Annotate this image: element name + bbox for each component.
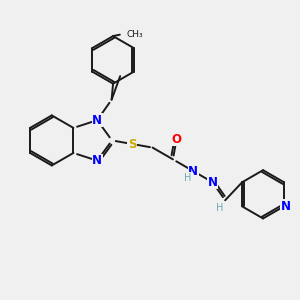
Text: CH₃: CH₃ <box>126 30 143 39</box>
Text: H: H <box>184 172 192 183</box>
Text: N: N <box>92 114 102 127</box>
Text: N: N <box>280 200 290 213</box>
Text: N: N <box>92 154 102 167</box>
Text: H: H <box>216 202 223 213</box>
Text: S: S <box>128 137 136 151</box>
Text: N: N <box>208 176 218 189</box>
Text: O: O <box>172 133 182 146</box>
Text: N: N <box>188 165 198 178</box>
